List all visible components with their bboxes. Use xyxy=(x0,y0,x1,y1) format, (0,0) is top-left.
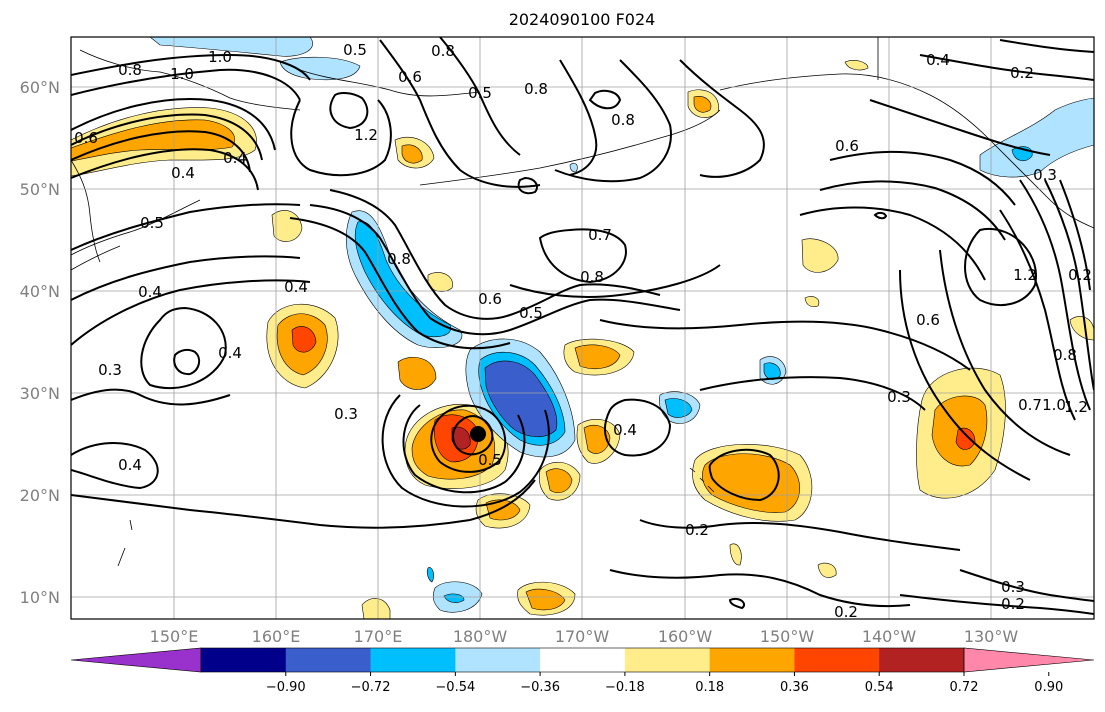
contour-label: 0.5 xyxy=(343,41,367,59)
colorbar-swatch xyxy=(370,648,456,672)
contour-label: 0.5 xyxy=(519,304,543,322)
lon-label: 150°E xyxy=(150,627,199,646)
contour-label: 1.0 xyxy=(1042,396,1066,414)
contour-label: 0.6 xyxy=(398,68,422,86)
contour-label: 0.2 xyxy=(685,521,709,539)
contour-label: 0.4 xyxy=(613,421,637,439)
contour-label: 0.5 xyxy=(140,214,164,232)
lat-label: 20°N xyxy=(20,486,60,505)
lon-label: 160°E xyxy=(252,627,301,646)
lat-label: 30°N xyxy=(20,384,60,403)
contour-label: 0.8 xyxy=(1053,346,1077,364)
contour-label: 0.2 xyxy=(1010,64,1034,82)
colorbar-tick-label: 0.72 xyxy=(950,680,979,695)
contour-label: 0.8 xyxy=(387,250,411,268)
contour-label: 0.7 xyxy=(1018,396,1042,414)
lon-label: 150°W xyxy=(760,627,815,646)
lat-label: 10°N xyxy=(20,588,60,607)
colorbar-tick-label: 0.90 xyxy=(1034,680,1063,695)
contour-label: 0.5 xyxy=(468,84,492,102)
colorbar-extend-low xyxy=(70,647,202,673)
lat-label: 60°N xyxy=(20,78,60,97)
lon-label: 170°E xyxy=(354,627,403,646)
contour-label: 0.3 xyxy=(334,405,358,423)
map-content: 1.0 1.0 0.8 0.5 0.8 0.4 0.2 0.6 0.5 0.8 … xyxy=(71,37,1094,621)
colorbar-swatch xyxy=(285,648,372,672)
lat-label: 50°N xyxy=(20,180,60,199)
contour-label: 0.5 xyxy=(478,451,502,469)
colorbar-tick-label: −0.54 xyxy=(435,680,475,695)
colorbar-swatch xyxy=(709,648,795,672)
contour-label: 1.2 xyxy=(1064,398,1088,416)
contour-label: 1.0 xyxy=(170,65,194,83)
colorbar-tick-label: 0.54 xyxy=(865,680,894,695)
contour-label: 0.4 xyxy=(118,456,142,474)
contour-label: 0.6 xyxy=(835,137,859,155)
colorbar-swatch xyxy=(794,648,880,672)
contour-label: 0.4 xyxy=(284,278,308,296)
longitude-labels: 150°E 160°E 170°E 180°W 170°W 160°W 150°… xyxy=(150,627,1019,646)
latitude-labels: 60°N 50°N 40°N 30°N 20°N 10°N xyxy=(20,78,60,607)
contour-label: 0.6 xyxy=(478,290,502,308)
contour-label: 0.8 xyxy=(431,42,455,60)
lon-label: 170°W xyxy=(555,627,610,646)
contour-label: 0.2 xyxy=(1001,595,1025,613)
colorbar-tick-label: −0.18 xyxy=(605,680,645,695)
contour-label: 0.7 xyxy=(588,226,612,244)
map-frame xyxy=(70,36,1095,620)
colorbar-tick-label: −0.36 xyxy=(520,680,560,695)
lon-label: 160°W xyxy=(658,627,713,646)
contour-label: 0.8 xyxy=(118,61,142,79)
contour-label: 0.6 xyxy=(916,311,940,329)
contour-label: 0.6 xyxy=(74,129,98,147)
contour-label: 0.4 xyxy=(926,51,950,69)
contour-label: 0.8 xyxy=(611,111,635,129)
contour-label: 0.8 xyxy=(524,80,548,98)
contour-label: 0.2 xyxy=(1068,266,1092,284)
colorbar-swatch xyxy=(455,648,541,672)
colorbar: −0.90 −0.72 −0.54 −0.36 −0.18 0.18 0.36 0.54 0.7… xyxy=(70,647,1095,695)
contour-label: 0.3 xyxy=(887,388,911,406)
colorbar-tick-label: 0.36 xyxy=(780,680,809,695)
tropical-cyclone-center-marker xyxy=(470,426,486,442)
colorbar-tick-label: 0.18 xyxy=(695,680,724,695)
contour-label-group: 1.0 1.0 0.8 0.5 0.8 0.4 0.2 0.6 0.5 0.8 … xyxy=(74,41,1092,621)
lon-label: 140°W xyxy=(862,627,917,646)
colorbar-swatch xyxy=(540,648,626,672)
contour-label: 0.3 xyxy=(98,361,122,379)
colorbar-swatch xyxy=(879,648,965,672)
colorbar-tick-label: −0.72 xyxy=(351,680,391,695)
contour-label: 0.8 xyxy=(580,268,604,286)
colorbar-swatch xyxy=(624,648,711,672)
contour-label: 0.4 xyxy=(223,149,247,167)
lon-label: 130°W xyxy=(964,627,1019,646)
colorbar-swatch xyxy=(201,648,287,672)
colorbar-tick-label: −0.90 xyxy=(266,680,306,695)
lon-label: 180°W xyxy=(453,627,508,646)
contour-label: 0.2 xyxy=(834,603,858,621)
contour-label: 0.3 xyxy=(1001,578,1025,596)
contour-lines xyxy=(71,37,1094,615)
contour-label: 0.4 xyxy=(171,164,195,182)
colorbar-extend-high xyxy=(963,647,1095,673)
contour-label: 0.3 xyxy=(1033,166,1057,184)
colorbar-frame xyxy=(200,647,965,673)
contour-label: 0.4 xyxy=(138,283,162,301)
contour-label: 1.2 xyxy=(1013,266,1037,284)
contour-label: 1.0 xyxy=(208,48,232,66)
contour-label: 0.4 xyxy=(218,344,242,362)
lat-label: 40°N xyxy=(20,282,60,301)
map-title: 2024090100 F024 xyxy=(509,10,656,29)
contour-label: 1.2 xyxy=(354,126,378,144)
